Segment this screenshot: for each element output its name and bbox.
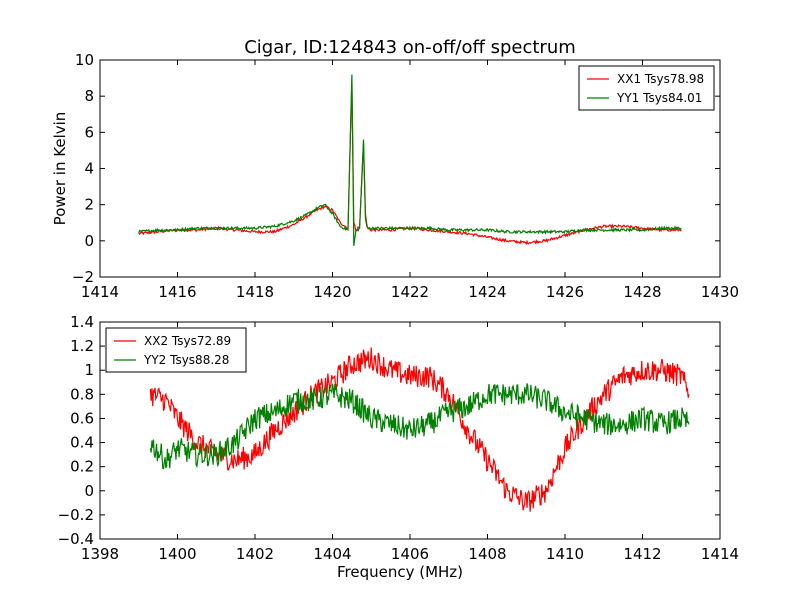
x-tick-label: 1430 — [701, 283, 739, 301]
y-tick-label: −0.4 — [58, 530, 94, 548]
legend-entry: XX1 Tsys78.98 — [617, 72, 704, 86]
series-line-1 — [149, 347, 690, 512]
x-tick-label: 1406 — [391, 545, 429, 563]
x-tick-label: 1420 — [313, 283, 351, 301]
legend-entry: YY1 Tsys84.01 — [616, 91, 702, 105]
x-tick-label: 1418 — [236, 283, 274, 301]
x-tick-label: 1400 — [158, 545, 196, 563]
y-tick-label: −0.2 — [58, 506, 94, 524]
x-tick-label: 1402 — [236, 545, 274, 563]
legend-entry: YY2 Tsys88.28 — [143, 353, 229, 367]
top-plot: 1414 1416 1418 1420 1422 1424 1426 1428 1430 −2 0 2… — [51, 51, 739, 301]
chart-title: Cigar, ID:124843 on-off/off spectrum — [244, 37, 576, 58]
bottom-plot: 1398 1400 1402 1404 1406 1408 1410 1412 1414 −0.4… — [58, 313, 740, 581]
series-line-2 — [149, 383, 690, 470]
x-axis-label: Frequency (MHz) — [337, 563, 463, 581]
y-tick-label: 0.4 — [70, 434, 94, 452]
y-tick-label: 0.8 — [70, 385, 94, 403]
y-tick-label: 0.2 — [70, 458, 94, 476]
y-tick-label: 0 — [84, 232, 94, 250]
y-tick-label: 1.4 — [70, 313, 94, 331]
x-tick-label: 1428 — [623, 283, 661, 301]
x-tick-label: 1422 — [391, 283, 429, 301]
legend: XX2 Tsys72.89 YY2 Tsys88.28 — [105, 327, 247, 373]
legend-entry: XX2 Tsys72.89 — [144, 334, 231, 348]
x-tick-label: 1410 — [546, 545, 584, 563]
y-tick-label: 0 — [84, 482, 94, 500]
x-tick-label: 1426 — [546, 283, 584, 301]
y-tick-label: 1 — [84, 361, 94, 379]
series-line-2 — [138, 74, 682, 246]
y-tick-label: 10 — [75, 51, 94, 69]
y-tick-label: 1.2 — [70, 337, 94, 355]
x-tick-label: 1424 — [468, 283, 506, 301]
x-tick-label: 1416 — [158, 283, 196, 301]
y-tick-label: 8 — [84, 87, 94, 105]
y-tick-label: −2 — [72, 268, 94, 286]
x-tick-label: 1408 — [468, 545, 506, 563]
x-tick-label: 1414 — [81, 283, 119, 301]
x-tick-label: 1404 — [313, 545, 351, 563]
x-tick-label: 1398 — [81, 545, 119, 563]
y-axis-label: Power in Kelvin — [51, 112, 69, 226]
x-tick-label: 1414 — [701, 545, 739, 563]
y-tick-label: 2 — [84, 196, 94, 214]
y-tick-label: 4 — [84, 160, 94, 178]
x-tick-label: 1412 — [623, 545, 661, 563]
y-tick-label: 0.6 — [70, 409, 94, 427]
y-tick-label: 6 — [84, 123, 94, 141]
legend: XX1 Tsys78.98 YY1 Tsys84.01 — [578, 65, 715, 111]
